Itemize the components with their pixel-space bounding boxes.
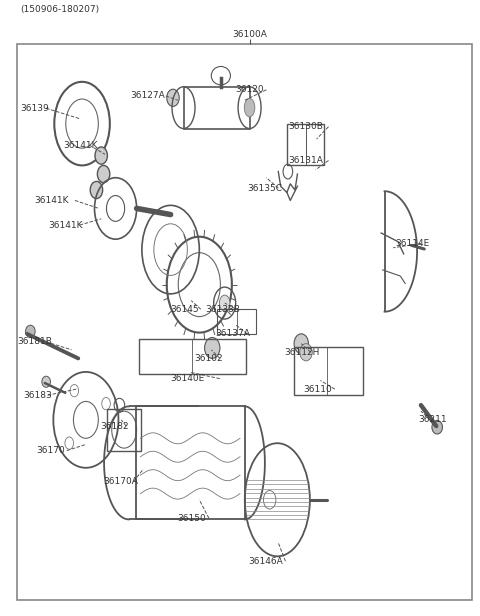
- Text: 36181B: 36181B: [17, 338, 52, 346]
- Ellipse shape: [300, 344, 312, 361]
- Text: 36146A: 36146A: [249, 557, 283, 565]
- Text: 36139: 36139: [20, 103, 48, 113]
- Text: 36150: 36150: [177, 514, 205, 523]
- Bar: [136, 407, 245, 519]
- Text: 36170A: 36170A: [104, 477, 138, 486]
- Ellipse shape: [432, 421, 443, 434]
- Text: 36130B: 36130B: [288, 122, 323, 131]
- Text: 36102: 36102: [194, 354, 223, 363]
- Text: 36145: 36145: [170, 305, 199, 314]
- Text: 36182: 36182: [100, 421, 129, 431]
- Text: 36170: 36170: [36, 446, 65, 455]
- Bar: [107, 409, 142, 450]
- Ellipse shape: [294, 334, 309, 354]
- Text: 36141K: 36141K: [48, 221, 83, 230]
- Text: 36135C: 36135C: [247, 184, 282, 193]
- Bar: [294, 347, 363, 395]
- Bar: [139, 339, 246, 375]
- Ellipse shape: [25, 325, 35, 338]
- Ellipse shape: [244, 99, 255, 117]
- Ellipse shape: [219, 295, 230, 311]
- Text: 36137A: 36137A: [215, 330, 250, 338]
- Ellipse shape: [97, 166, 110, 182]
- Text: 36138B: 36138B: [205, 305, 240, 314]
- Text: 36112H: 36112H: [284, 348, 319, 357]
- Ellipse shape: [95, 147, 108, 164]
- Text: (150906-180207): (150906-180207): [20, 6, 99, 14]
- Text: 36211: 36211: [418, 415, 447, 424]
- Text: 36141K: 36141K: [63, 140, 97, 150]
- Ellipse shape: [167, 89, 179, 107]
- Text: 36140E: 36140E: [170, 374, 205, 383]
- Text: 36114E: 36114E: [396, 239, 430, 248]
- Bar: [183, 87, 250, 129]
- Bar: [287, 124, 324, 166]
- Text: 36120: 36120: [235, 85, 264, 94]
- Ellipse shape: [204, 338, 220, 359]
- Text: 36183: 36183: [24, 391, 52, 400]
- Text: 36127A: 36127A: [130, 91, 165, 100]
- Text: 36131A: 36131A: [288, 156, 323, 165]
- Text: 36110: 36110: [303, 384, 332, 394]
- Text: 36141K: 36141K: [34, 196, 69, 205]
- Text: 36100A: 36100A: [232, 30, 267, 39]
- Ellipse shape: [42, 376, 50, 387]
- Ellipse shape: [90, 181, 103, 198]
- Bar: [217, 309, 256, 334]
